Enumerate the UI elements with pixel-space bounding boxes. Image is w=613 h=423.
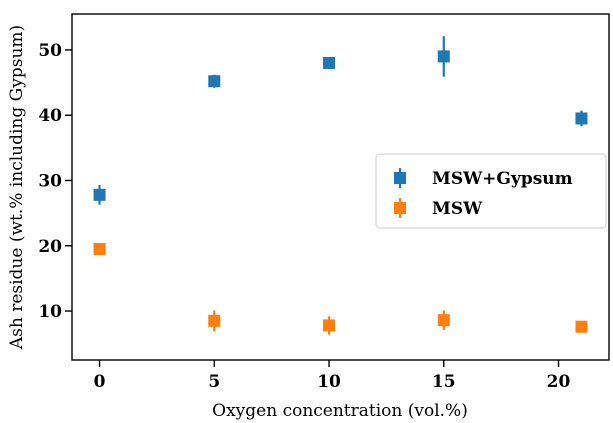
series-msw-gypsum bbox=[93, 36, 588, 205]
legend-marker bbox=[394, 202, 406, 214]
series-layer bbox=[93, 36, 588, 335]
x-axis-label: Oxygen concentration (vol.%) bbox=[212, 401, 468, 421]
data-point bbox=[323, 56, 336, 69]
x-axis: 0 5 10 15 20 bbox=[94, 360, 571, 392]
data-point bbox=[93, 188, 106, 201]
data-point bbox=[437, 50, 450, 63]
legend-label: MSW bbox=[432, 199, 483, 219]
y-axis: 10 20 30 40 50 bbox=[38, 41, 72, 322]
x-tick-label: 10 bbox=[317, 372, 341, 392]
x-tick-label: 15 bbox=[432, 372, 456, 392]
data-point bbox=[323, 319, 336, 332]
data-point bbox=[575, 112, 588, 125]
legend-box bbox=[375, 153, 607, 229]
data-point bbox=[208, 75, 221, 88]
data-point bbox=[208, 314, 221, 327]
y-tick-label: 20 bbox=[38, 237, 62, 257]
x-tick-label: 20 bbox=[547, 372, 571, 392]
series-msw bbox=[93, 243, 588, 335]
legend-label: MSW+Gypsum bbox=[432, 169, 573, 189]
x-tick-label: 0 bbox=[94, 372, 106, 392]
legend: MSW+Gypsum MSW bbox=[375, 153, 607, 229]
data-point bbox=[575, 320, 588, 333]
y-tick-label: 50 bbox=[38, 41, 62, 61]
data-point bbox=[93, 243, 106, 256]
data-point bbox=[437, 314, 450, 327]
y-axis-label: Ash residue (wt.% including Gypsum) bbox=[7, 25, 27, 350]
y-tick-label: 30 bbox=[38, 171, 62, 191]
legend-entries: MSW+Gypsum MSW bbox=[394, 168, 573, 219]
legend-marker bbox=[394, 172, 406, 184]
x-tick-label: 5 bbox=[208, 372, 220, 392]
y-tick-label: 10 bbox=[38, 302, 62, 322]
y-tick-label: 40 bbox=[38, 106, 62, 126]
